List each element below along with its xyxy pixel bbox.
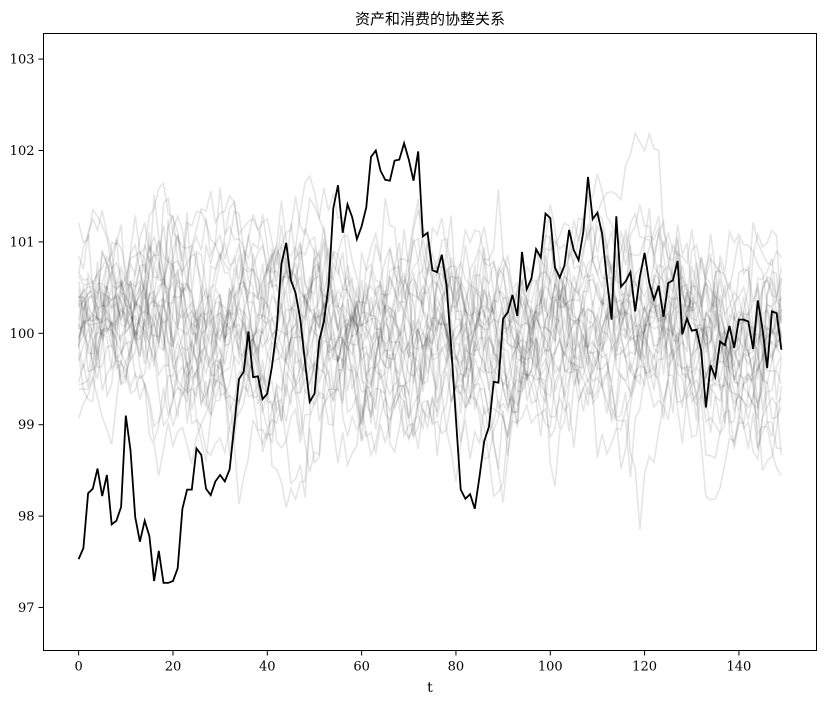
x-tick-label: 100 xyxy=(538,660,563,675)
y-tick-label: 101 xyxy=(10,235,35,250)
highlight-series-line xyxy=(77,139,783,584)
y-tick-label: 102 xyxy=(10,144,35,159)
background-series-line xyxy=(77,174,783,476)
background-series-line xyxy=(77,229,783,505)
background-series-line xyxy=(77,207,783,457)
background-series-line xyxy=(77,173,783,460)
background-series-line xyxy=(77,261,783,498)
background-series-line xyxy=(77,242,783,470)
highlight-series-group xyxy=(77,139,783,584)
x-tick-label: 60 xyxy=(353,660,370,675)
background-series-line xyxy=(77,228,783,450)
x-axis-label: t xyxy=(427,680,433,696)
y-axis: 97 98 99 100 101 102 103 xyxy=(10,53,44,616)
chart-title: 资产和消费的协整关系 xyxy=(355,10,505,28)
background-series-line xyxy=(77,212,783,426)
background-series-line xyxy=(78,210,783,420)
x-tick-label: 0 xyxy=(74,660,82,675)
background-series-line xyxy=(77,188,783,476)
y-tick-label: 100 xyxy=(10,327,35,342)
plot-frame xyxy=(43,33,817,651)
x-tick-label: 120 xyxy=(632,660,657,675)
y-tick-label: 99 xyxy=(18,418,35,433)
x-tick-label: 140 xyxy=(727,660,752,675)
y-tick-label: 98 xyxy=(18,510,35,525)
background-series-line xyxy=(78,217,783,422)
background-series-line xyxy=(77,213,783,473)
background-series-line xyxy=(77,229,783,397)
background-series-line xyxy=(77,268,783,458)
background-series-line xyxy=(77,131,782,470)
background-series-line xyxy=(77,198,783,442)
x-tick-label: 20 xyxy=(165,660,182,675)
x-tick-label: 40 xyxy=(259,660,276,675)
x-tick-label: 80 xyxy=(448,660,465,675)
background-series-line xyxy=(78,200,783,503)
background-series-line xyxy=(78,181,783,487)
background-series-line xyxy=(77,226,783,530)
background-series-line xyxy=(77,222,782,404)
y-tick-label: 97 xyxy=(18,601,35,616)
background-series-line xyxy=(78,195,783,444)
y-tick-label: 103 xyxy=(10,53,35,68)
background-series-line xyxy=(77,207,782,455)
x-axis: 0 20 40 60 80 100 120 140 xyxy=(74,650,752,675)
background-series-line xyxy=(77,275,783,498)
background-series-group xyxy=(77,131,783,530)
